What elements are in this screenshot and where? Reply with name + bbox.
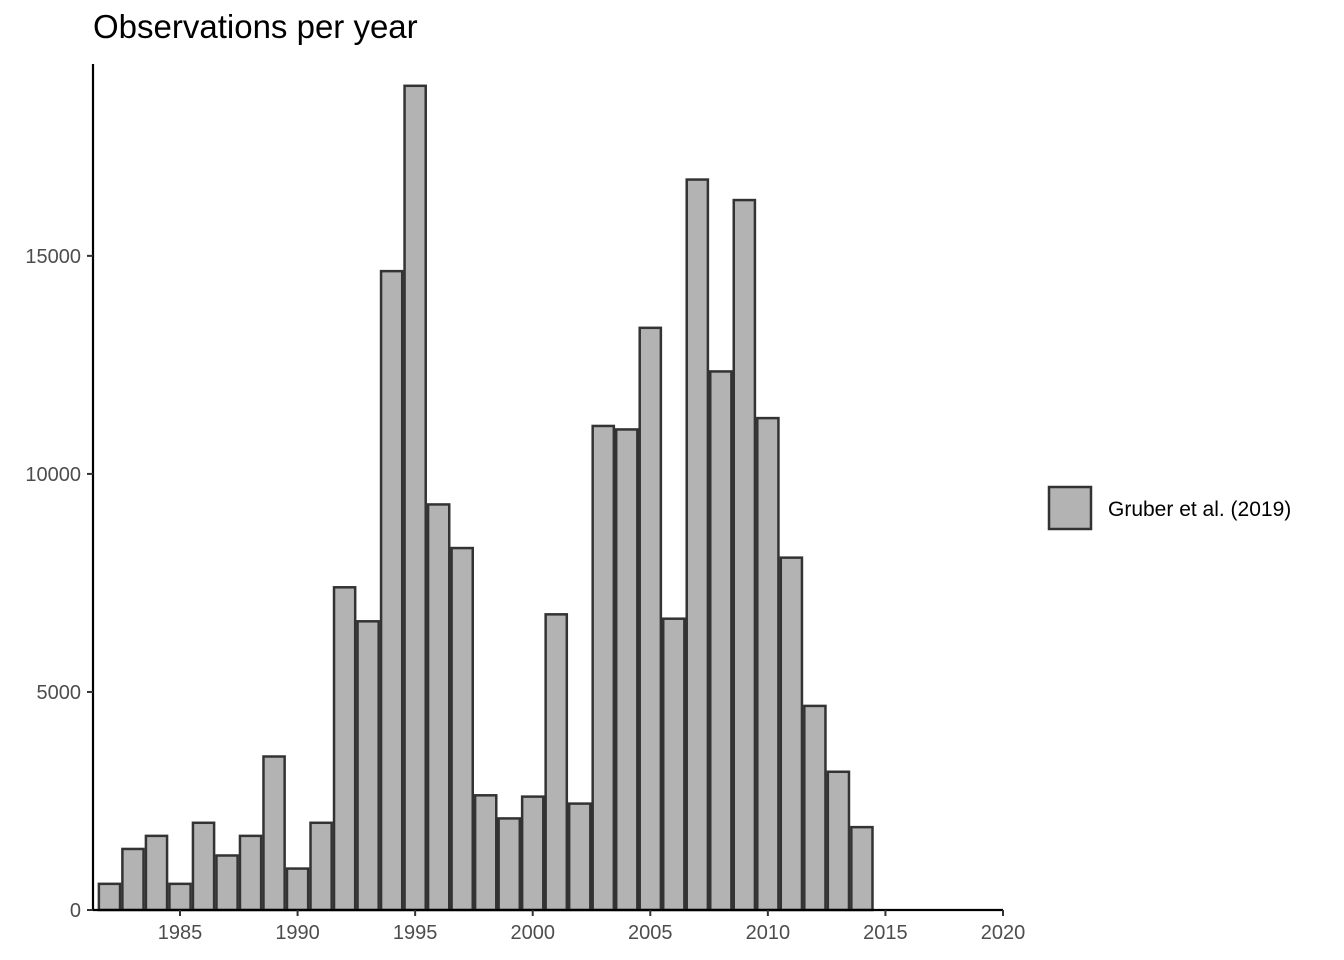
bar-1992 — [332, 586, 357, 912]
y-tick-label: 10000 — [25, 464, 81, 486]
x-tick-label: 2000 — [510, 922, 555, 944]
bar-1983 — [121, 847, 145, 912]
x-tick-label: 2005 — [628, 922, 673, 944]
bar-1989 — [262, 755, 286, 912]
bar-2010 — [756, 416, 780, 912]
y-tick-label: 5000 — [37, 682, 82, 704]
bar-2007 — [685, 178, 710, 912]
bar-1990 — [285, 867, 310, 912]
bar-1995 — [403, 84, 427, 912]
bar-1997 — [450, 546, 474, 912]
bar-1998 — [473, 794, 498, 912]
legend-swatch — [1047, 485, 1093, 531]
bar-2005 — [638, 326, 663, 912]
bar-2011 — [779, 556, 804, 912]
bar-2008 — [709, 370, 733, 912]
x-tick-label: 1995 — [393, 922, 438, 944]
bar-1999 — [497, 817, 522, 912]
y-tick-label: 15000 — [25, 246, 81, 268]
x-tick-label: 2010 — [746, 922, 791, 944]
bars-layer — [97, 84, 874, 912]
legend: Gruber et al. (2019) — [1047, 485, 1291, 531]
bar-2002 — [567, 802, 592, 912]
bar-2013 — [826, 770, 851, 912]
bar-1985 — [168, 882, 192, 912]
bar-2014 — [850, 825, 874, 912]
chart-title: Observations per year — [93, 8, 418, 45]
bar-2003 — [591, 424, 616, 912]
legend-label: Gruber et al. (2019) — [1108, 498, 1291, 521]
x-tick-label: 1985 — [158, 922, 203, 944]
y-tick-label: 0 — [70, 900, 81, 922]
bar-2012 — [803, 704, 827, 912]
bar-1993 — [356, 620, 380, 912]
axes-layer: 0 5000 10000 15000 1985 1990 1995 2000 2005 2010 2… — [25, 64, 1025, 944]
bar-1982 — [97, 882, 122, 912]
x-tick-label: 1990 — [275, 922, 320, 944]
bar-1986 — [191, 821, 216, 912]
bar-2001 — [544, 613, 569, 912]
bar-2004 — [614, 428, 639, 912]
bar-1984 — [144, 834, 169, 912]
bar-1987 — [215, 854, 239, 912]
bar-1991 — [309, 821, 333, 912]
x-tick-label: 2020 — [981, 922, 1026, 944]
bar-1988 — [238, 834, 263, 912]
bar-1994 — [379, 269, 404, 912]
x-tick-label: 2015 — [863, 922, 908, 944]
bar-2009 — [732, 198, 757, 912]
bar-2006 — [661, 617, 686, 912]
bar-2000 — [520, 795, 545, 912]
bar-1996 — [426, 503, 451, 912]
